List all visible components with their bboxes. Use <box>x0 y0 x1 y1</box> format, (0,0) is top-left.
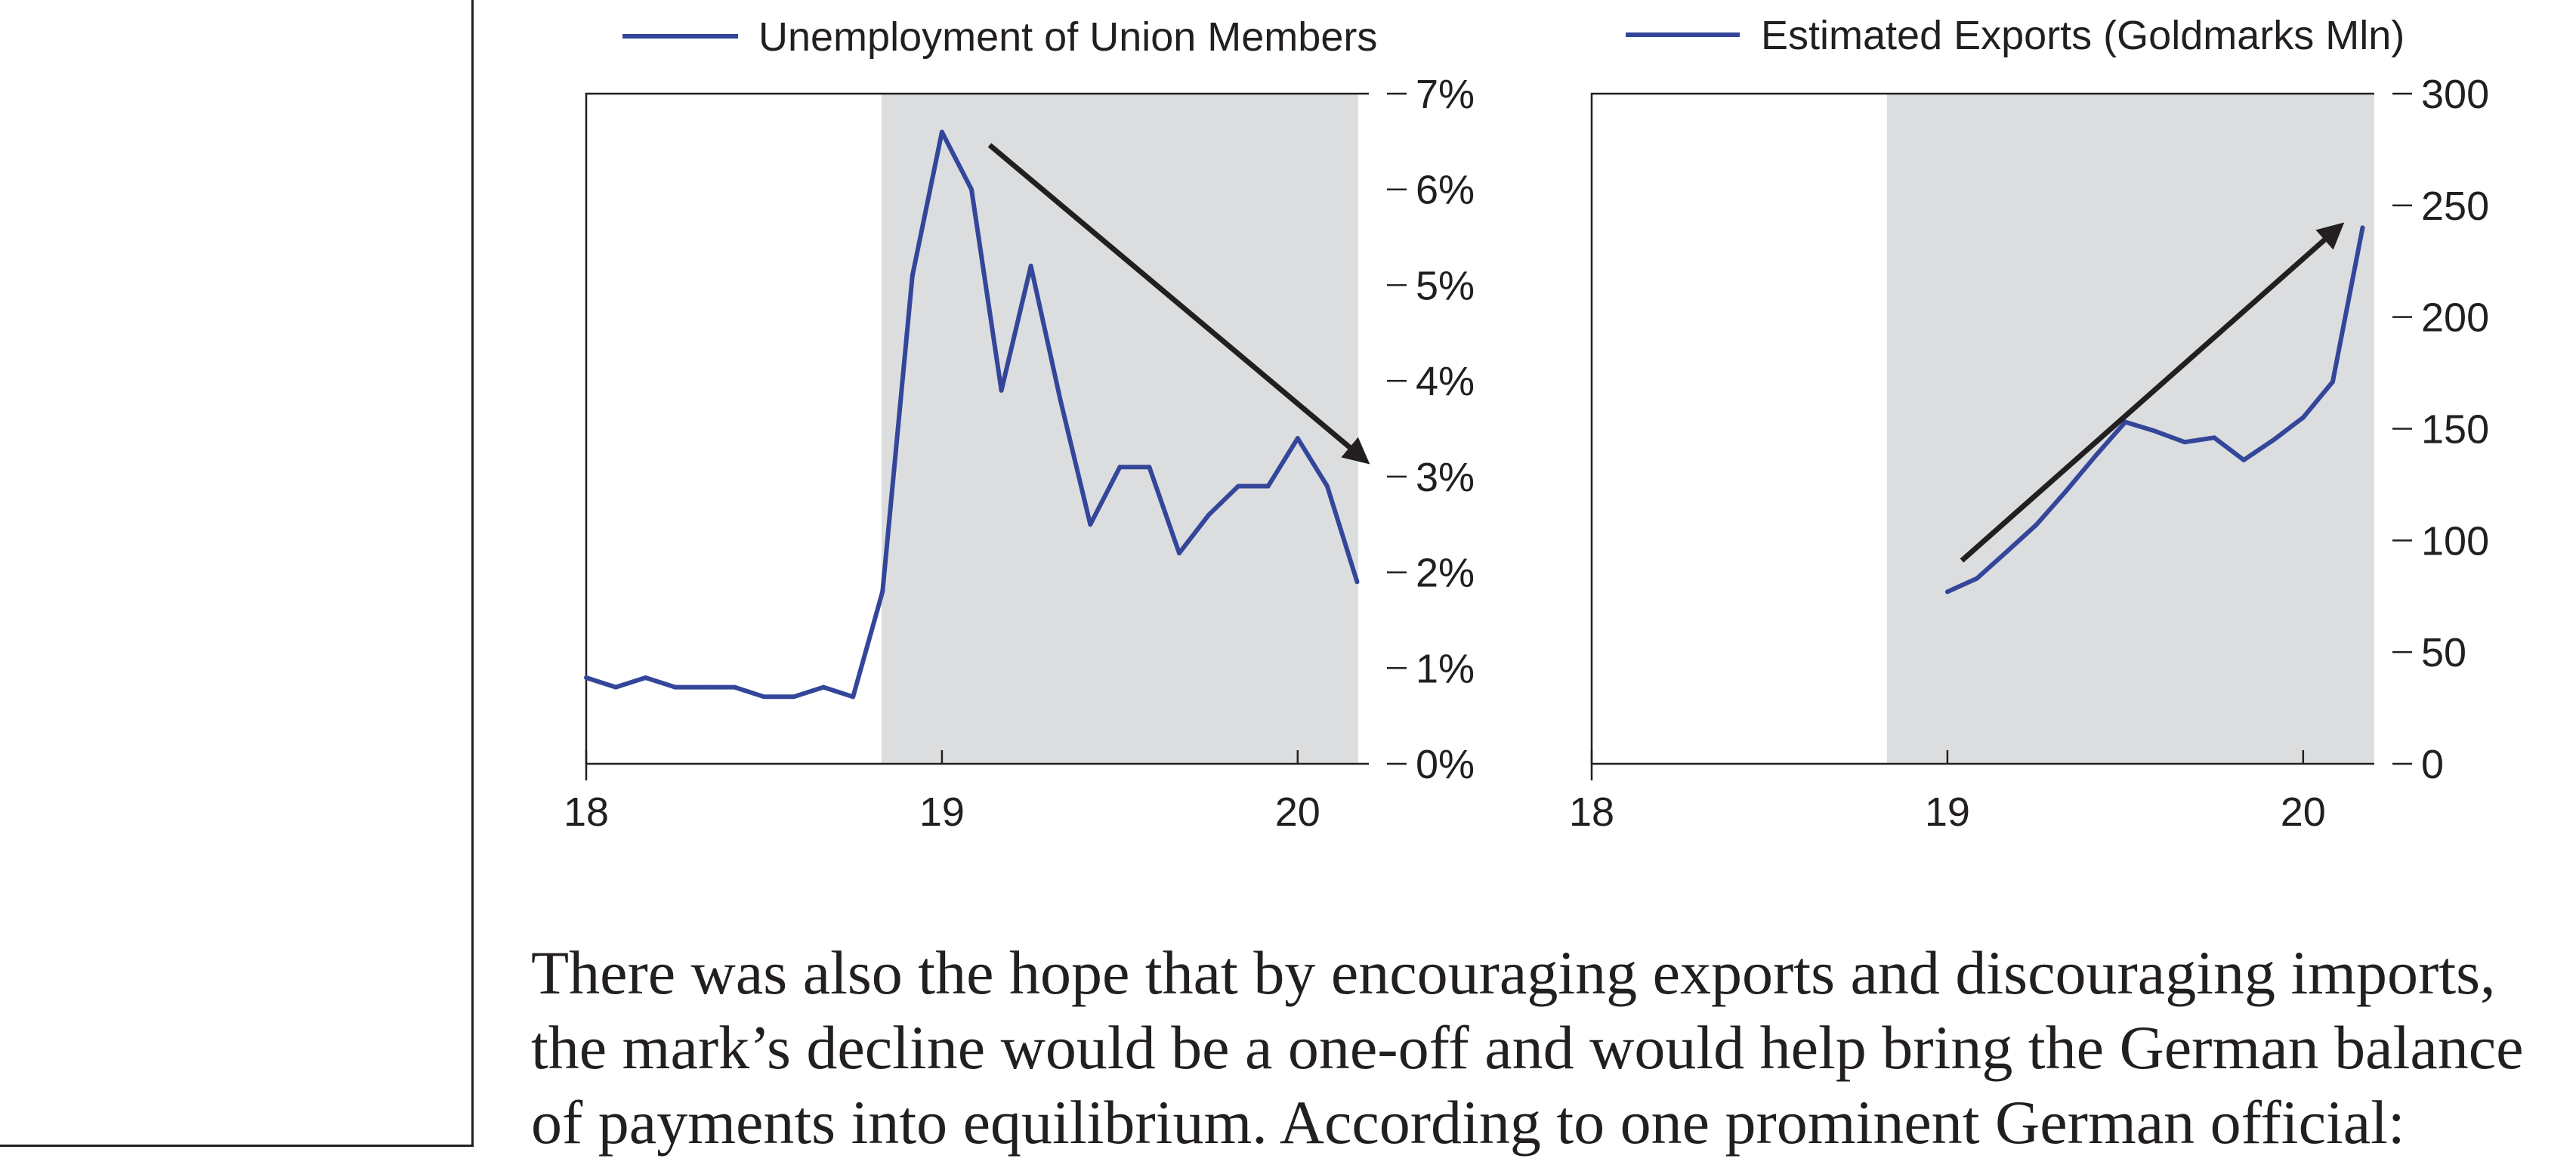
data-point <box>702 684 707 690</box>
data-point <box>2271 437 2276 443</box>
data-point <box>1354 579 1360 585</box>
shaded-period <box>881 94 1358 764</box>
x-tick-label: 18 <box>1569 789 1614 835</box>
x-tick-label: 19 <box>919 789 965 835</box>
x-tick-label: 20 <box>1275 789 1320 835</box>
y-tick-label: 50 <box>2421 630 2466 675</box>
data-point <box>1944 589 1950 595</box>
data-point <box>999 388 1004 393</box>
data-point <box>1236 484 1241 489</box>
data-point <box>910 273 915 278</box>
data-point <box>2063 489 2068 494</box>
y-tick-label: 100 <box>2421 518 2489 564</box>
y-tick-label: 250 <box>2421 184 2489 229</box>
y-tick-label: 5% <box>1416 263 1475 308</box>
data-point <box>1295 436 1300 441</box>
data-point <box>2152 428 2157 434</box>
data-point <box>613 684 619 690</box>
margin-frame <box>0 0 474 1147</box>
data-point <box>791 694 796 700</box>
data-point <box>761 694 767 700</box>
paragraph-line-1: There was also the hope that by encourag… <box>531 938 2496 1007</box>
data-point <box>1206 512 1212 518</box>
data-point <box>821 684 826 690</box>
data-point <box>851 694 856 700</box>
body-paragraph: There was also the hope that by encourag… <box>531 935 2571 1160</box>
y-tick-label: 3% <box>1416 455 1475 500</box>
x-tick-label: 18 <box>564 789 609 835</box>
legend-label: Estimated Exports (Goldmarks Mln) <box>1761 13 2405 58</box>
paragraph-line-2: the mark’s decline would be a one-off an… <box>531 1013 2524 1082</box>
data-point <box>732 684 737 690</box>
shaded-period <box>1886 94 2374 764</box>
paragraph-line-3: of payments into equilibrium. According … <box>531 1088 2405 1157</box>
unemployment-chart: 18 19 20 0% 1% 2% 3% 4% 5% 6% 7% Unemployment of Un… <box>564 14 1475 835</box>
data-point <box>2004 549 2009 555</box>
data-point <box>2093 453 2099 458</box>
data-point <box>2034 522 2039 527</box>
y-tick-label: 0 <box>2421 742 2444 787</box>
data-point <box>1265 484 1271 489</box>
y-tick-label: 1% <box>1416 646 1475 691</box>
data-point <box>2182 440 2188 445</box>
data-point <box>1028 264 1033 269</box>
data-point <box>1147 465 1152 470</box>
data-point <box>1117 465 1123 470</box>
y-tick-label: 6% <box>1416 168 1475 213</box>
data-point <box>968 187 974 192</box>
y-tick-label: 4% <box>1416 359 1475 404</box>
y-tick-label: 200 <box>2421 295 2489 341</box>
downward-trend-arrow <box>987 143 1370 465</box>
data-point <box>1324 484 1330 489</box>
upward-trend-arrow <box>1960 222 2345 563</box>
y-tick-label: 300 <box>2421 72 2489 117</box>
data-point <box>2241 457 2247 462</box>
x-tick-label: 20 <box>2281 789 2326 835</box>
data-point <box>2360 225 2365 230</box>
data-point <box>2212 435 2217 440</box>
data-point <box>2123 419 2128 425</box>
data-point <box>1177 551 1182 556</box>
y-tick-label: 150 <box>2421 407 2489 453</box>
legend-label: Unemployment of Union Members <box>758 14 1377 60</box>
data-point <box>880 589 885 594</box>
data-point <box>643 675 648 680</box>
plot-frame <box>1590 92 2374 765</box>
data-point <box>939 129 944 134</box>
x-tick-label: 19 <box>1925 789 1970 835</box>
data-point <box>2330 379 2335 385</box>
data-point <box>672 684 678 690</box>
y-tick-label: 2% <box>1416 551 1475 596</box>
data-point <box>584 675 588 680</box>
charts-figure: 18 19 20 0% 1% 2% 3% 4% 5% 6% 7% Unemployment of Un… <box>564 13 2489 835</box>
data-point <box>1088 522 1093 527</box>
y-tick-label: 7% <box>1416 72 1475 117</box>
y-tick-label: 0% <box>1416 742 1475 787</box>
data-point <box>1974 576 1979 581</box>
plot-frame <box>585 92 1369 765</box>
data-point <box>2300 415 2306 420</box>
data-point <box>1058 397 1063 403</box>
